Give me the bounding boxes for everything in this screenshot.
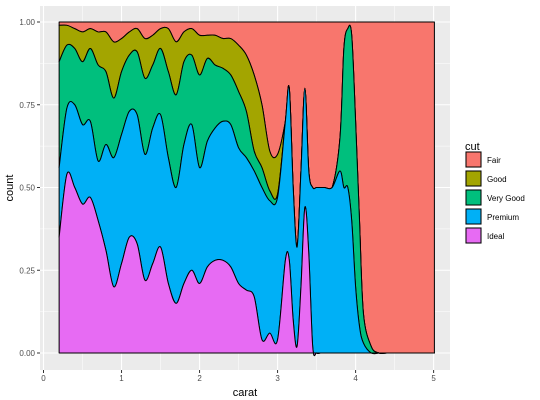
legend-swatch-very-good [465,189,482,206]
y-tick-label: 0.25 [19,266,35,275]
legend-title: cut [465,141,480,153]
legend: cut Fair Good Very Good Premium Ideal [465,141,525,244]
y-tick-label: 0.75 [19,101,35,110]
axis-ticks: 0 1 2 3 4 5 0.00 0.25 0.50 0.75 1.00 [19,18,436,383]
x-tick-label: 4 [353,374,358,383]
y-tick-label: 0.00 [19,349,35,358]
stacked-areas [58,21,435,356]
x-tick-label: 5 [431,374,436,383]
x-axis-title: carat [233,387,257,399]
legend-swatch-premium [465,208,482,225]
x-tick-label: 2 [197,374,202,383]
legend-label-good: Good [487,175,507,184]
x-tick-label: 0 [41,374,46,383]
y-tick-label: 0.50 [19,184,35,193]
legend-label-ideal: Ideal [487,232,505,241]
legend-swatch-fair [465,151,482,168]
x-tick-label: 1 [119,374,124,383]
x-tick-label: 3 [275,374,280,383]
legend-label-fair: Fair [487,156,501,165]
y-axis-title: count [4,175,16,202]
area-ideal [58,171,435,356]
legend-label-premium: Premium [487,213,519,222]
legend-swatch-ideal [465,227,482,244]
y-tick-label: 1.00 [19,18,35,27]
legend-swatch-good [465,170,482,187]
legend-label-very-good: Very Good [487,194,525,203]
